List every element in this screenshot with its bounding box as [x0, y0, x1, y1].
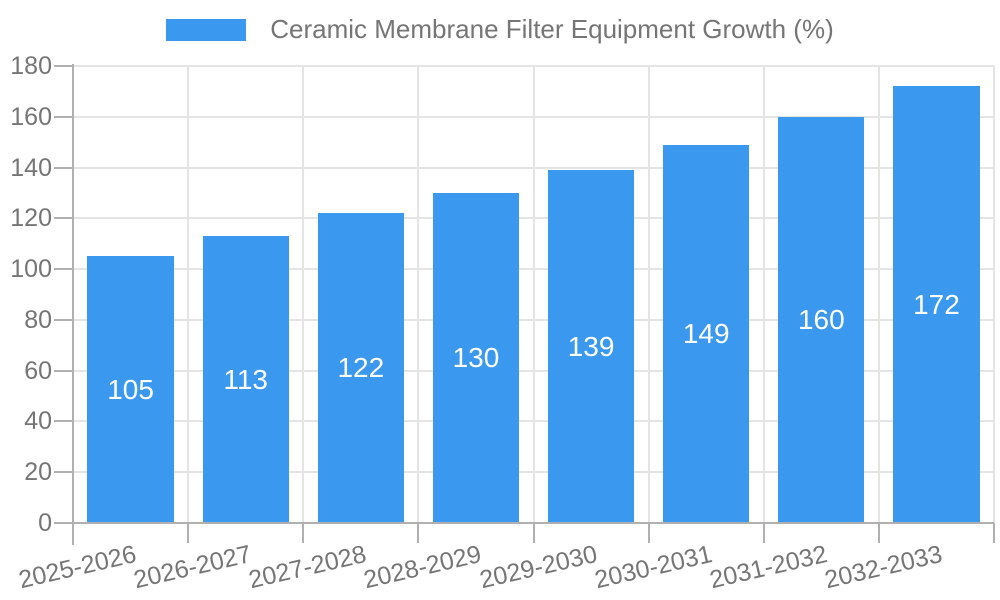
bar-value-label: 149: [682, 317, 730, 349]
gridline-vertical: [532, 66, 535, 523]
bar[interactable]: 105: [87, 256, 174, 523]
x-tick-label: 2026-2027: [131, 540, 254, 595]
x-tick-label: 2032-2033: [821, 540, 945, 595]
y-axis-tick: [54, 420, 73, 423]
x-axis-tick: [187, 523, 190, 543]
bar[interactable]: 172: [893, 86, 980, 523]
legend-item[interactable]: Ceramic Membrane Filter Equipment Growth…: [0, 14, 1000, 45]
y-tick-label: 20: [24, 458, 52, 487]
bar-value-label: 122: [337, 352, 385, 384]
gridline-vertical: [417, 66, 420, 523]
x-tick-label: 2030-2031: [591, 540, 715, 595]
x-axis-tick: [647, 523, 650, 543]
gridline-vertical: [302, 66, 305, 523]
bar[interactable]: 130: [432, 192, 520, 523]
y-tick-label: 140: [10, 153, 52, 182]
bar-value-label: 160: [797, 303, 845, 335]
gridline-vertical: [877, 66, 880, 523]
bar[interactable]: 139: [547, 170, 635, 523]
bar[interactable]: 149: [663, 144, 750, 523]
y-axis-tick: [54, 65, 73, 67]
y-tick-label: 100: [10, 255, 52, 284]
bar-value-label: 139: [567, 330, 615, 362]
x-axis-tick: [532, 523, 535, 543]
x-tick-label: 2025-2026: [16, 540, 139, 595]
y-tick-label: 0: [38, 509, 52, 537]
x-tick-label: 2027-2028: [246, 540, 370, 595]
y-axis-tick: [54, 318, 73, 321]
bar[interactable]: 122: [317, 213, 404, 523]
bar-value-label: 105: [107, 373, 154, 405]
x-tick-label: 2029-2030: [476, 540, 600, 595]
y-tick-label: 120: [10, 204, 52, 233]
bar[interactable]: 113: [202, 236, 289, 523]
y-axis-tick: [54, 268, 73, 271]
x-tick-label: 2031-2032: [706, 540, 830, 595]
y-tick-label: 60: [24, 356, 52, 385]
x-axis-tick: [72, 523, 74, 543]
y-axis-tick: [54, 471, 73, 474]
gridline-vertical: [187, 66, 190, 523]
y-axis-tick: [54, 522, 73, 524]
y-axis-line: [72, 64, 74, 545]
bar-value-label: 113: [223, 363, 268, 395]
y-axis-tick: [54, 217, 73, 220]
x-axis-tick: [877, 523, 880, 543]
gridline-vertical: [762, 66, 765, 523]
gridline-vertical: [993, 66, 995, 523]
x-axis-tick: [417, 523, 420, 543]
x-axis-tick: [302, 523, 305, 543]
y-axis-tick: [54, 369, 73, 372]
y-tick-label: 40: [24, 407, 52, 436]
bar[interactable]: 160: [778, 116, 865, 523]
y-tick-label: 160: [10, 102, 52, 131]
y-axis-tick: [54, 166, 73, 169]
gridline-vertical: [647, 66, 650, 523]
bar-value-label: 172: [913, 288, 960, 320]
x-tick-label: 2028-2029: [361, 540, 485, 595]
legend-label: Ceramic Membrane Filter Equipment Growth…: [270, 14, 834, 44]
x-axis-tick: [762, 523, 765, 543]
y-tick-label: 80: [24, 305, 52, 334]
legend-swatch-icon: [166, 18, 247, 41]
y-tick-label: 180: [10, 52, 52, 80]
bar-value-label: 130: [452, 341, 500, 373]
y-axis-tick: [54, 115, 73, 118]
x-axis-tick: [993, 523, 995, 543]
